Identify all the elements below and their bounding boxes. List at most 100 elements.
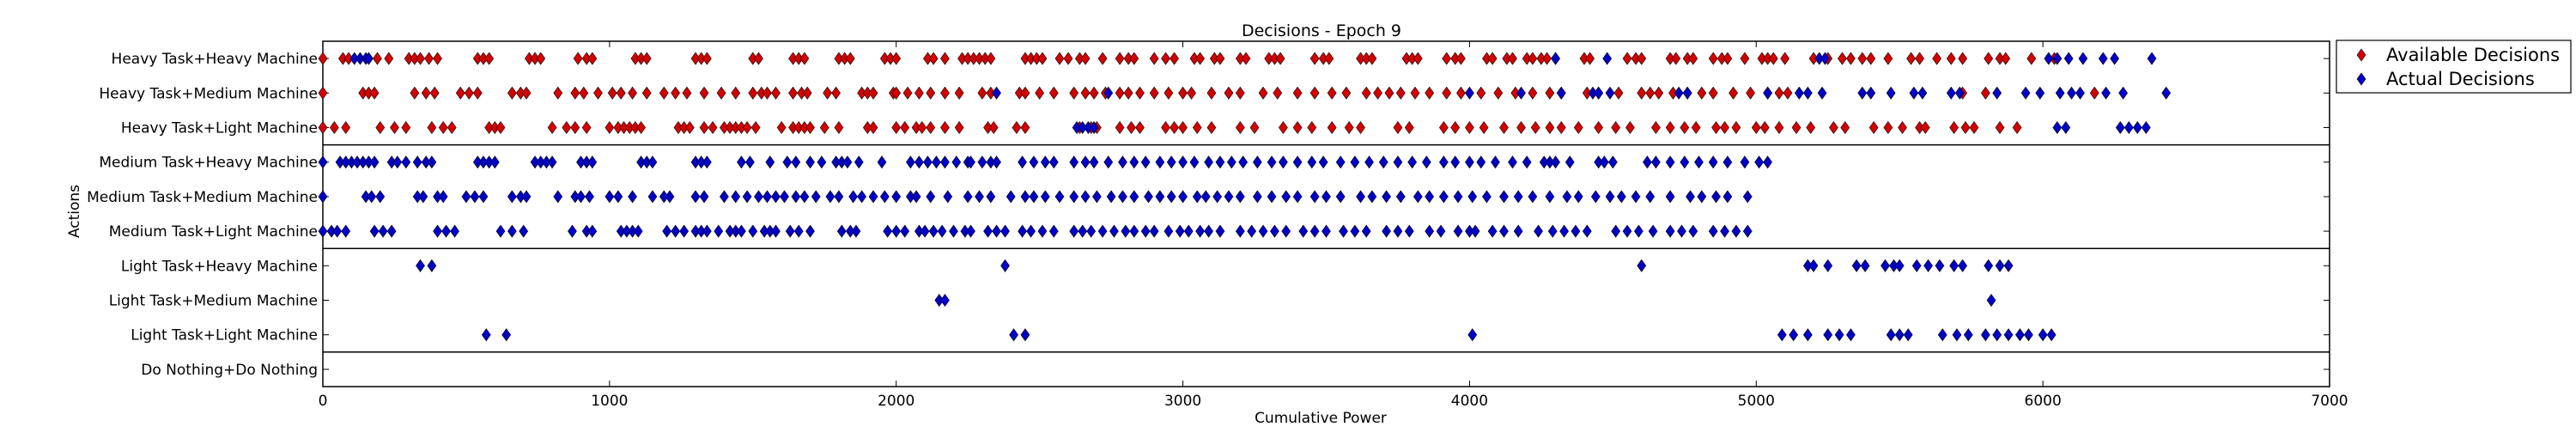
- actual-decision-point: [1992, 86, 2002, 100]
- available-decision-point: [1129, 52, 1139, 65]
- actual-decision-point: [966, 156, 975, 169]
- available-decision-point: [1949, 120, 1959, 135]
- actual-decision-point: [481, 328, 491, 342]
- actual-decision-point: [771, 224, 781, 238]
- available-decision-point: [1711, 120, 1721, 135]
- available-decision-point: [429, 86, 440, 100]
- actual-decision-point: [375, 190, 386, 204]
- y-tick-label: Do Nothing+Do Nothing: [141, 362, 318, 379]
- actual-decision-point: [1040, 156, 1050, 169]
- available-decision-point: [484, 52, 495, 65]
- actual-decision-point: [1594, 86, 1604, 100]
- available-decision-point: [1356, 120, 1365, 135]
- available-decision-point: [748, 86, 758, 100]
- actual-decision-point: [1413, 190, 1423, 204]
- actual-decision-point: [1439, 156, 1449, 169]
- available-decision-point: [1883, 52, 1893, 65]
- available-decision-point: [1946, 52, 1956, 65]
- available-decision-point: [1516, 120, 1526, 135]
- actual-decision-point: [1439, 190, 1449, 204]
- actual-decision-point: [2061, 120, 2071, 135]
- actual-decision-point: [977, 156, 987, 169]
- actual-decision-point: [1215, 224, 1225, 238]
- actual-decision-point: [1166, 156, 1176, 169]
- available-decision-point: [1984, 52, 1994, 65]
- actual-decision-point: [1404, 224, 1414, 238]
- available-decision-point: [1720, 120, 1729, 135]
- actual-decision-point: [877, 156, 887, 169]
- available-decision-point: [1206, 86, 1217, 100]
- chart-title: Decisions - Epoch 9: [1242, 21, 1401, 40]
- available-decision-point: [1037, 52, 1048, 65]
- actual-decision-point: [951, 156, 962, 169]
- y-axis-ticks: Heavy Task+Heavy Machine Heavy Task+Mediu…: [87, 51, 2330, 379]
- legend-label-actual: Actual Decisions: [2386, 69, 2535, 89]
- available-decision-point: [472, 86, 483, 100]
- available-decision-point: [940, 52, 950, 65]
- actual-decision-point: [928, 224, 939, 238]
- actual-decision-point: [2098, 52, 2108, 65]
- actual-decision-point: [1155, 190, 1165, 204]
- actual-decision-point: [1686, 190, 1695, 204]
- x-axis-label: Cumulative Power: [1255, 410, 1387, 427]
- available-decision-point: [1178, 120, 1188, 135]
- actual-decision-point: [731, 190, 741, 204]
- actual-decision-point: [2161, 86, 2172, 100]
- actual-decision-point: [1436, 224, 1446, 238]
- actual-decision-point: [1378, 156, 1388, 169]
- available-decision-point: [684, 120, 695, 135]
- available-decision-point: [318, 86, 328, 100]
- available-decision-point: [2089, 86, 2099, 100]
- available-decision-point: [1115, 86, 1125, 100]
- actual-decision-point: [1080, 156, 1091, 169]
- actual-decision-point: [1794, 86, 1804, 100]
- available-decision-point: [988, 120, 999, 135]
- available-decision-point: [1898, 120, 1907, 135]
- available-decision-point: [1063, 52, 1073, 65]
- actual-decision-point: [983, 224, 993, 238]
- available-decision-point: [1637, 52, 1647, 65]
- x-tick-label: 7000: [2311, 393, 2348, 410]
- actual-decision-point: [699, 190, 709, 204]
- available-decision-point: [1545, 120, 1555, 135]
- y-tick-label: Medium Task+Heavy Machine: [99, 155, 318, 172]
- actual-decision-point: [1880, 259, 1890, 272]
- available-decision-point: [1442, 86, 1452, 100]
- actual-decision-point: [891, 190, 902, 204]
- actual-decision-point: [576, 190, 586, 204]
- available-decision-point: [373, 52, 382, 65]
- actual-decision-point: [1952, 328, 1962, 342]
- actual-decision-point: [2035, 86, 2045, 100]
- available-decision-point: [427, 120, 437, 135]
- actual-decision-point: [1009, 328, 1018, 342]
- actual-decision-point: [940, 293, 950, 308]
- available-decision-point: [1708, 86, 1718, 100]
- actual-decision-point: [2147, 52, 2157, 65]
- actual-decision-point: [1425, 190, 1435, 204]
- available-decision-point: [1275, 52, 1285, 65]
- available-decision-point: [369, 86, 380, 100]
- actual-decision-point: [1140, 224, 1151, 238]
- available-decision-point: [1829, 120, 1838, 135]
- actual-decision-point: [1258, 224, 1268, 238]
- available-decision-point: [1395, 86, 1406, 100]
- available-decision-point: [341, 120, 351, 135]
- available-decision-point: [1528, 52, 1538, 65]
- available-decision-point: [1170, 120, 1179, 135]
- actual-decision-point: [2024, 328, 2033, 342]
- available-decision-point: [1906, 52, 1916, 65]
- available-decision-point: [1178, 86, 1188, 100]
- actual-decision-point: [2020, 86, 2031, 100]
- available-decision-point: [607, 86, 617, 100]
- actual-decision-point: [793, 224, 804, 238]
- available-decision-point: [805, 120, 815, 135]
- actual-decision-point: [1682, 86, 1692, 100]
- actual-decision-point: [332, 224, 343, 238]
- actual-decision-point: [1212, 190, 1222, 204]
- legend-marker-available: [2356, 48, 2366, 62]
- available-decision-point: [750, 120, 761, 135]
- actual-decision-point: [2067, 86, 2076, 100]
- actual-decision-point: [1069, 156, 1079, 169]
- available-decision-point: [771, 86, 781, 100]
- actual-decision-point: [2046, 328, 2057, 342]
